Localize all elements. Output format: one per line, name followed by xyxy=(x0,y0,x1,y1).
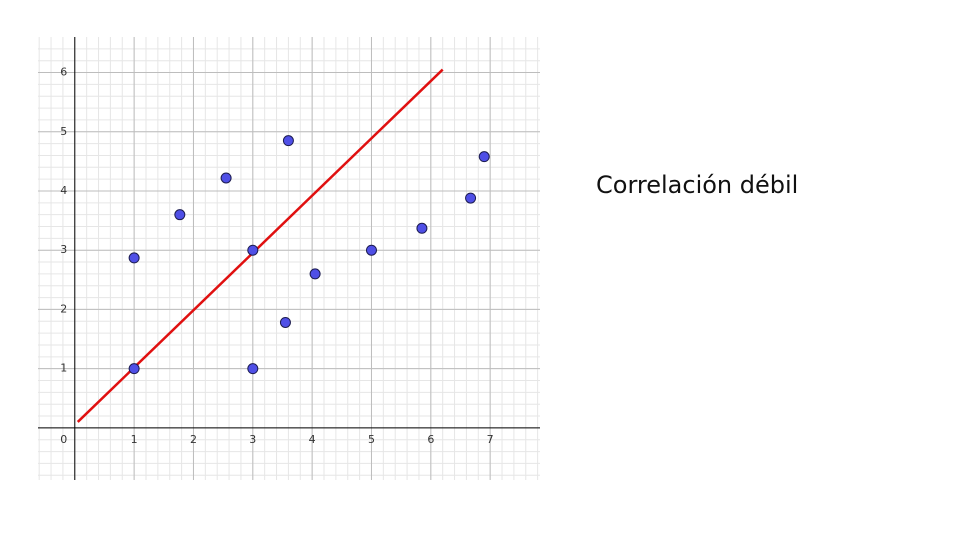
point xyxy=(465,192,477,204)
y-tick-label: 5 xyxy=(60,125,67,138)
point xyxy=(128,363,140,375)
point xyxy=(279,316,291,328)
x-tick-label: 5 xyxy=(368,433,375,446)
point xyxy=(128,252,140,264)
y-tick-label: 4 xyxy=(60,184,67,197)
x-tick-label: 1 xyxy=(131,433,138,446)
trend-line xyxy=(76,68,444,423)
point xyxy=(416,222,428,234)
point xyxy=(247,363,259,375)
x-tick-label: 7 xyxy=(487,433,494,446)
point xyxy=(478,151,490,163)
y-tick-label: 3 xyxy=(60,243,67,256)
point xyxy=(282,135,294,147)
x-tick-label: 3 xyxy=(249,433,256,446)
point xyxy=(309,268,321,280)
x-tick-label: 0 xyxy=(60,433,67,446)
point xyxy=(220,172,232,184)
point xyxy=(247,244,259,256)
grid xyxy=(38,37,540,480)
annotation: Correlación débil xyxy=(596,171,798,199)
y-tick-label: 6 xyxy=(60,66,67,79)
point xyxy=(174,209,186,221)
y-tick-label: 1 xyxy=(60,362,67,375)
point xyxy=(365,244,377,256)
x-tick-label: 6 xyxy=(427,433,434,446)
x-tick-label: 4 xyxy=(309,433,316,446)
x-tick-label: 2 xyxy=(190,433,197,446)
y-tick-label: 2 xyxy=(60,302,67,315)
